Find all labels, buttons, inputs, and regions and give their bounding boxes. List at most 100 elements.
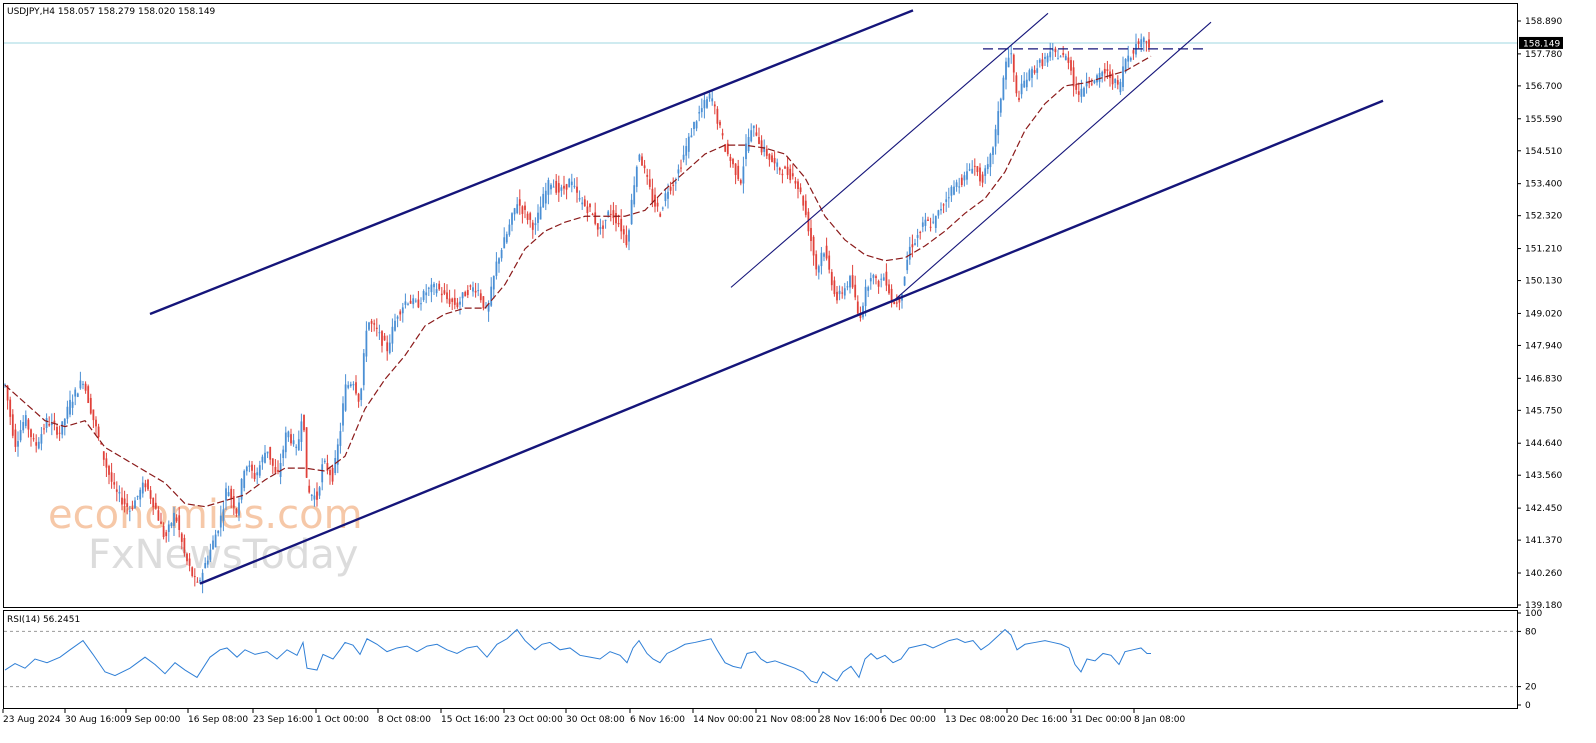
price-axis: 158.890 157.780 156.700 155.590 154.510 153.4…	[1517, 17, 1563, 611]
candle-body	[791, 173, 794, 177]
rsi-tick-label: 0	[1525, 701, 1531, 711]
candle-body	[950, 186, 953, 196]
candle-body	[703, 100, 706, 109]
candle-body	[768, 153, 771, 160]
candle-body	[547, 180, 550, 195]
candle-body	[859, 313, 862, 319]
candle-body	[508, 224, 511, 235]
candle-body	[586, 206, 589, 214]
candle-body	[157, 510, 160, 521]
candle-body	[313, 495, 316, 500]
candle-body	[778, 167, 781, 171]
candle-body	[864, 286, 867, 307]
candle-body	[836, 291, 838, 301]
candle-body	[466, 289, 469, 296]
candle-body	[123, 498, 126, 505]
candle-body	[804, 200, 807, 215]
candle-body	[734, 163, 737, 176]
candle-body	[690, 135, 693, 138]
current-price-badge	[1519, 36, 1563, 49]
watermark-economies: economies.com	[48, 492, 363, 538]
candle-body	[162, 525, 165, 537]
candle-body	[225, 488, 227, 501]
candle-body	[32, 438, 35, 440]
candle-body	[217, 530, 220, 534]
candle-body	[95, 419, 97, 427]
candle-body	[1015, 75, 1018, 94]
candle-body	[1116, 80, 1119, 85]
price-tick-label: 143.560	[1525, 471, 1562, 481]
candle-body	[773, 157, 776, 164]
candle-body	[843, 288, 846, 296]
candle-body	[1057, 58, 1059, 60]
candle-body	[154, 502, 157, 509]
candle-body	[212, 540, 214, 549]
rising-wedge-line[interactable]	[891, 21, 1212, 303]
candle-body	[648, 179, 651, 187]
candle-body	[521, 206, 524, 214]
candle-body	[186, 553, 188, 562]
candle-body	[817, 266, 820, 273]
candle-body	[339, 431, 342, 446]
candle-body	[43, 428, 45, 430]
candle-body	[134, 500, 136, 509]
candle-body	[1064, 55, 1067, 61]
candle-body	[552, 186, 555, 188]
candle-body	[581, 202, 584, 205]
candle-body	[999, 98, 1002, 113]
candle-body	[24, 415, 27, 426]
candle-body	[167, 524, 170, 533]
candle-body	[1098, 72, 1101, 82]
candle-body	[196, 581, 199, 583]
candle-body	[344, 384, 347, 411]
candle-body	[1075, 84, 1078, 90]
candle-body	[1106, 69, 1109, 71]
candle-body	[732, 159, 734, 165]
price-tick-label: 147.940	[1525, 341, 1562, 351]
time-tick-label: 21 Nov 08:00	[756, 715, 817, 725]
candle-body	[976, 166, 979, 173]
rising-wedge-line[interactable]	[730, 12, 1049, 288]
candle-body	[76, 393, 79, 397]
time-tick-label: 16 Sep 08:00	[188, 715, 248, 725]
candle-body	[6, 385, 9, 401]
candle-body	[11, 414, 14, 436]
candle-body	[1007, 57, 1010, 68]
candle-body	[425, 292, 428, 296]
candle-body	[903, 276, 906, 286]
candle-body	[534, 223, 537, 226]
candle-body	[877, 280, 880, 287]
time-tick-label: 15 Oct 16:00	[441, 715, 500, 725]
candle-body	[342, 403, 344, 426]
channel-trend-line[interactable]	[199, 99, 1384, 585]
candle-body	[906, 259, 909, 271]
candle-body	[615, 212, 617, 224]
candle-body	[612, 210, 615, 219]
candle-body	[219, 515, 222, 528]
candle-body	[1101, 71, 1104, 77]
candle-body	[394, 320, 396, 331]
candle-body	[1085, 81, 1088, 87]
candle-body	[513, 208, 516, 215]
candle-body	[604, 219, 607, 221]
candle-body	[87, 386, 90, 404]
candle-body	[1109, 71, 1111, 79]
candle-body	[500, 249, 503, 259]
candle-body	[695, 121, 698, 129]
candle-body	[721, 133, 724, 136]
candle-body	[927, 219, 929, 221]
candle-body	[794, 180, 797, 184]
candle-body	[316, 491, 318, 500]
price-tick-label: 155.590	[1525, 115, 1562, 125]
price-tick-label: 153.400	[1525, 180, 1562, 190]
candle-body	[453, 297, 456, 305]
candle-body	[656, 202, 659, 207]
candle-body	[789, 168, 792, 181]
candle-body	[209, 549, 212, 560]
main-plot	[4, 9, 1517, 594]
candle-body	[916, 235, 919, 238]
rsi-axis: 100 80 20 0	[1517, 609, 1542, 711]
candle-body	[347, 385, 350, 388]
channel-trend-line[interactable]	[149, 9, 914, 316]
